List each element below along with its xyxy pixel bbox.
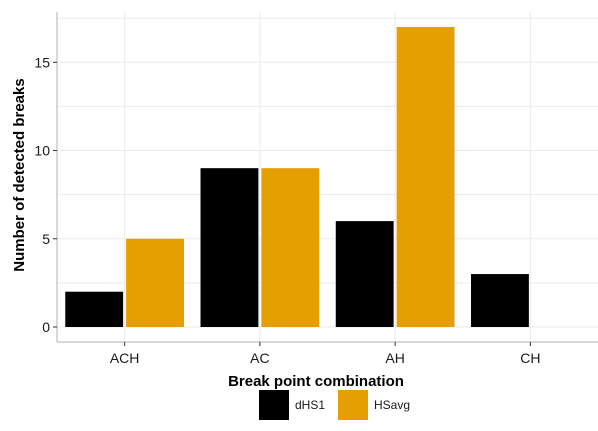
x-tick-label: AC [250, 350, 269, 366]
bar-dHS1-AH [335, 221, 394, 327]
bar-dHS1-AC [200, 168, 259, 327]
bars [65, 27, 529, 327]
axes [53, 12, 598, 346]
legend: dHS1 HSavg [259, 390, 410, 420]
y-tick-label: 5 [42, 231, 50, 247]
y-tick-label: 10 [34, 143, 50, 159]
bar-dHS1-CH [471, 274, 529, 327]
y-axis-title: Number of detected breaks [11, 78, 28, 271]
legend-label-HSavg: HSavg [374, 398, 410, 412]
legend-label-dHS1: dHS1 [295, 398, 325, 412]
bar-dHS1-ACH [65, 291, 124, 327]
x-tick-label: ACH [110, 350, 140, 366]
x-tick-label: CH [520, 350, 540, 366]
bar-HSavg-ACH [126, 238, 184, 327]
legend-key-HSavg [338, 390, 368, 420]
x-axis-title: Break point combination [228, 373, 404, 390]
bar-HSavg-AC [261, 168, 320, 327]
y-tick-label: 15 [34, 54, 50, 70]
tick-labels: 0 5 10 15 ACH AC AH CH [34, 54, 540, 366]
y-tick-label: 0 [42, 319, 50, 335]
bar-HSavg-AH [396, 27, 455, 327]
x-tick-label: AH [385, 350, 404, 366]
legend-key-dHS1 [259, 390, 289, 420]
